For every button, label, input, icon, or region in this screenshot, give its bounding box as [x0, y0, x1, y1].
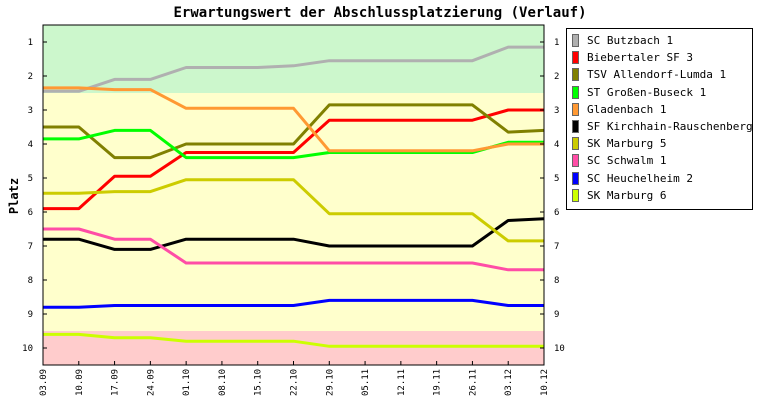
- legend-swatch: [572, 68, 579, 82]
- legend-swatch: [572, 154, 579, 168]
- legend-label: ST Großen-Buseck 1: [587, 85, 707, 99]
- legend-label: Gladenbach 1: [587, 102, 667, 116]
- series-line-7: [43, 227, 544, 272]
- legend-swatch: [572, 102, 579, 116]
- y-tick-label-left: 8: [28, 276, 33, 286]
- y-tick-label-right: 2: [554, 72, 559, 82]
- y-tick-label-left: 2: [28, 72, 33, 82]
- x-tick-label: 24.09: [146, 369, 156, 396]
- series-line-9: [43, 332, 544, 348]
- x-tick-label: 05.11: [361, 369, 371, 396]
- legend-swatch: [572, 85, 579, 99]
- x-tick-label: 10.09: [75, 369, 85, 396]
- series-line-0: [43, 45, 544, 93]
- x-tick-label: 19.11: [433, 369, 443, 396]
- x-tick-label: 17.09: [111, 369, 121, 396]
- zone-2: [43, 331, 544, 365]
- y-tick-label-right: 3: [554, 106, 559, 116]
- y-tick-label-left: 6: [28, 208, 33, 218]
- series-line-2: [43, 103, 545, 160]
- legend-swatch: [572, 188, 579, 202]
- legend-label: SK Marburg 5: [587, 137, 667, 151]
- legend-label: SC Heuchelheim 2: [587, 171, 693, 185]
- legend-swatch: [572, 51, 579, 65]
- y-tick-label-left: 9: [28, 310, 33, 320]
- series-line-6: [43, 178, 544, 243]
- x-tick-label: 08.10: [218, 369, 228, 396]
- legend-item: SK Marburg 5: [572, 135, 748, 152]
- y-tick-label-left: 10: [22, 344, 33, 354]
- legend-item: Biebertaler SF 3: [572, 49, 748, 66]
- legend-label: SC Butzbach 1: [587, 34, 674, 48]
- legend-label: TSV Allendorf-Lumda 1: [587, 68, 727, 82]
- x-tick-label: 10.12: [540, 369, 550, 396]
- legend-item: ST Großen-Buseck 1: [572, 84, 748, 101]
- series-line-5: [43, 217, 545, 251]
- legend-item: SC Heuchelheim 2: [572, 170, 748, 187]
- series-line-8: [43, 298, 544, 309]
- zone-1: [43, 93, 544, 331]
- x-tick-label: 01.10: [182, 369, 192, 396]
- y-axis-label: Platz: [7, 178, 21, 214]
- series-line-1: [43, 108, 544, 211]
- y-tick-label-left: 4: [28, 140, 33, 150]
- legend: SC Butzbach 1 Biebertaler SF 3 TSV Allendo…: [566, 28, 760, 210]
- y-tick-label-right: 5: [554, 174, 559, 184]
- legend-swatch: [572, 34, 579, 48]
- legend-item: TSV Allendorf-Lumda 1: [572, 66, 748, 83]
- legend-swatch: [572, 137, 579, 151]
- legend-item: SF Kirchhain-Rauschenberg 1: [572, 118, 760, 135]
- legend-swatch: [572, 171, 579, 185]
- legend-swatch: [572, 120, 579, 134]
- y-tick-label-right: 7: [554, 242, 559, 252]
- legend-item: SC Schwalm 1: [572, 152, 748, 169]
- y-tick-label-left: 1: [28, 38, 33, 48]
- x-tick-label: 22.10: [290, 369, 300, 396]
- x-tick-label: 29.10: [325, 369, 335, 396]
- chart-title: Erwartungswert der Abschlussplatzierung …: [173, 5, 586, 21]
- legend-item: SC Butzbach 1: [572, 32, 748, 49]
- legend-item: Gladenbach 1: [572, 101, 748, 118]
- x-tick-label: 03.12: [504, 369, 514, 396]
- y-tick-label-right: 9: [554, 310, 559, 320]
- series-line-3: [43, 128, 544, 160]
- x-tick-label: 15.10: [254, 369, 264, 396]
- y-tick-label-left: 3: [28, 106, 33, 116]
- y-tick-label-right: 6: [554, 208, 559, 218]
- legend-label: Biebertaler SF 3: [587, 51, 693, 65]
- y-tick-label-left: 5: [28, 174, 33, 184]
- y-tick-label-right: 8: [554, 276, 559, 286]
- x-tick-label: 26.11: [468, 369, 478, 396]
- y-tick-label-right: 1: [554, 38, 559, 48]
- x-tick-label: 03.09: [39, 369, 49, 396]
- legend-label: SK Marburg 6: [587, 188, 667, 202]
- series-line-4: [43, 86, 544, 153]
- y-tick-label-left: 7: [28, 242, 33, 252]
- legend-label: SC Schwalm 1: [587, 154, 667, 168]
- legend-label: SF Kirchhain-Rauschenberg 1: [587, 120, 760, 134]
- legend-item: SK Marburg 6: [572, 187, 748, 204]
- zone-0: [43, 25, 544, 93]
- y-tick-label-right: 4: [554, 140, 559, 150]
- y-tick-label-right: 10: [554, 344, 565, 354]
- x-tick-label: 12.11: [397, 369, 407, 396]
